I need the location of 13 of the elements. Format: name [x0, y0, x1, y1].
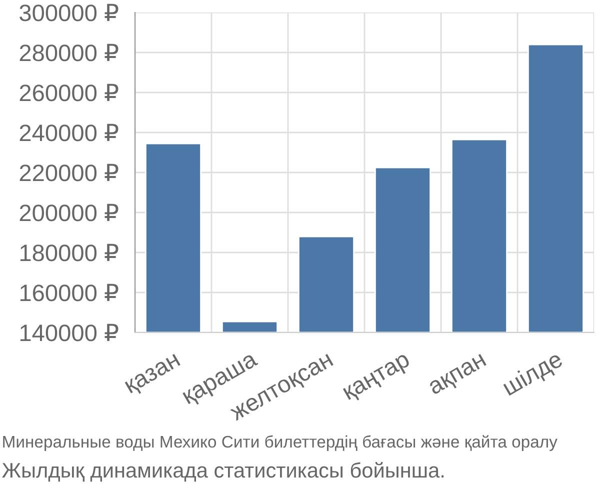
y-tick-label: 140000 ₽ [20, 324, 118, 342]
y-tick-label: 280000 ₽ [20, 44, 118, 62]
y-tick-label: 160000 ₽ [20, 284, 118, 302]
y-tick-label: 180000 ₽ [20, 244, 118, 262]
y-tick-label: 260000 ₽ [20, 84, 118, 102]
text: Минеральные воды Мехико Сити билеттердің бағасы және қайта оралу [3, 435, 558, 451]
y-tick-label: 240000 ₽ [20, 124, 118, 142]
y-tick-label: 200000 ₽ [20, 204, 118, 222]
y-tick-label: 220000 ₽ [20, 164, 118, 182]
y-tick-label: 300000 ₽ [20, 4, 118, 22]
x-tick-label: қазан [124, 354, 183, 398]
text: Жылдық динамикада статистикасы бойынша. [2, 462, 444, 482]
x-tick-label: ақпан [428, 354, 489, 399]
